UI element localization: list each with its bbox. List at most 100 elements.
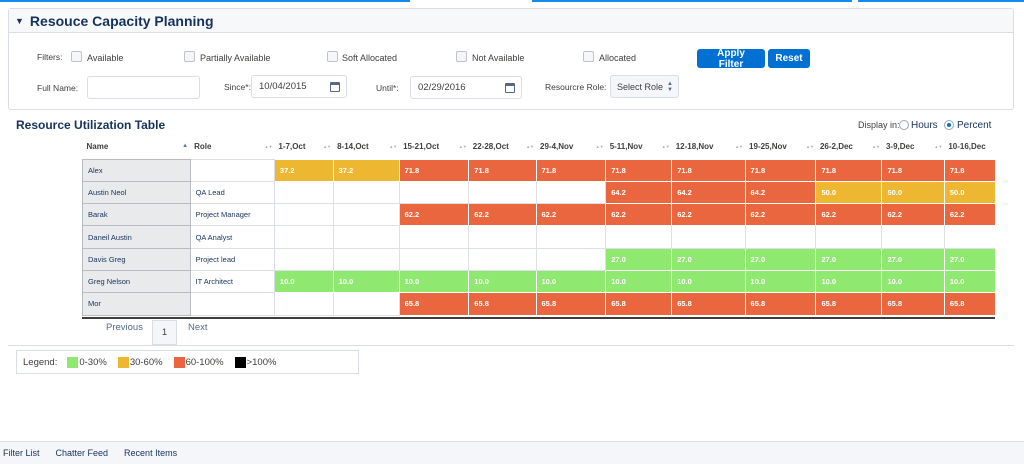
utilization-cell: 71.8 (398, 158, 470, 182)
column-header[interactable]: 29-4,Nov ▲▼ (536, 135, 606, 159)
column-header[interactable]: 1-7,Oct ▲▼ (274, 135, 334, 159)
sort-icon[interactable]: ▲▼ (661, 144, 670, 149)
utilization-cell: 71.8 (943, 158, 995, 182)
legend-item-label: 60-100% (185, 356, 224, 368)
sort-icon[interactable]: ▲▼ (735, 144, 744, 149)
sort-icon[interactable]: ▲▼ (526, 144, 535, 149)
utilization-cell: 71.8 (881, 158, 945, 182)
utilization-cell: 37.2 (273, 158, 334, 182)
filter-soft-allocated-checkbox[interactable] (327, 51, 338, 62)
filter-not-available-checkbox[interactable] (456, 51, 467, 62)
sort-icon[interactable]: ▲▼ (872, 144, 880, 149)
role-select[interactable]: Select Role ▲ ▼ (610, 75, 679, 98)
hours-radio[interactable] (899, 120, 909, 130)
utilization-cell: 65.8 (398, 292, 470, 316)
sort-icon[interactable]: ▲ (182, 143, 189, 149)
column-header[interactable]: 10-16,Dec▲▼ (944, 135, 995, 159)
column-header[interactable]: 15-21,Oct ▲▼ (399, 135, 469, 159)
utilization-cell: 62.2 (943, 203, 995, 227)
legend-label: Legend: (23, 356, 58, 368)
footer-chatter-feed[interactable]: Chatter Feed (55, 448, 109, 458)
legend-item-label: 30-60% (129, 356, 163, 368)
utilization-cell: 65.8 (815, 292, 883, 316)
full-name-input[interactable] (87, 76, 200, 99)
utilization-cell: 71.8 (605, 158, 673, 182)
legend: Legend: 0-30% 30-60% 60-100% >100% (16, 350, 359, 374)
resource-name-cell[interactable]: Austin Neol (82, 180, 191, 205)
sort-icon[interactable]: ▲▼ (323, 144, 332, 149)
legend-swatch (173, 356, 185, 368)
legend-item: 30-60% (117, 356, 163, 368)
resource-name-cell[interactable]: Davis Greg (82, 247, 191, 271)
column-header[interactable]: 8-14,Oct ▲▼ (333, 135, 400, 159)
top-accent-line (0, 0, 410, 2)
sort-icon[interactable]: ▲▼ (806, 144, 814, 149)
column-header[interactable]: 12-18,Nov ▲▼ (671, 135, 746, 159)
sort-icon[interactable]: ▲▼ (264, 144, 273, 149)
role-cell: Project lead (189, 247, 275, 271)
sort-icon[interactable]: ▲▼ (934, 144, 943, 149)
column-header[interactable]: 26-2,Dec ▲▼ (815, 135, 882, 159)
legend-item: 0-30% (67, 356, 107, 368)
utilization-cell: 10.0 (273, 269, 334, 294)
utilization-cell: 65.8 (535, 292, 607, 316)
calendar-icon[interactable] (505, 83, 515, 93)
since-date-input[interactable]: 10/04/2015 (251, 75, 347, 98)
previous-link[interactable]: Previous (106, 322, 143, 333)
filter-allocated-checkbox[interactable] (583, 51, 594, 62)
table-title: Resource Utilization Table (16, 118, 166, 132)
resource-name-cell[interactable]: Barak (82, 203, 191, 227)
reset-button[interactable]: Reset (768, 49, 810, 68)
sort-icon[interactable]: ▲▼ (389, 144, 398, 149)
utilization-cell: 64.2 (605, 180, 673, 205)
column-header-label: 3-9,Dec (885, 142, 915, 152)
apply-filter-button[interactable]: Apply Filter (697, 48, 765, 70)
legend-item: >100% (234, 356, 276, 368)
sort-icon[interactable]: ▲▼ (458, 144, 467, 149)
utilization-cell (943, 225, 995, 249)
panel-header[interactable]: ▼ Resouce Capacity Planning (9, 9, 1013, 33)
footer-filter-list[interactable]: Filter List (3, 448, 40, 458)
utilization-table: Name ▲ Role ▲▼ 1-7,Oct ▲▼ 8-14,Oct ▲▼ 15-21,Oct ▲… (82, 135, 995, 316)
utilization-cell: 62.2 (398, 203, 470, 227)
column-header[interactable]: 19-25,Nov ▲▼ (745, 135, 816, 159)
utilization-cell: 50.0 (881, 180, 945, 205)
sort-icon[interactable]: ▲▼ (595, 144, 604, 149)
role-cell (189, 158, 275, 182)
utilization-cell: 10.0 (881, 269, 945, 294)
until-date-input[interactable]: 02/29/2016 (410, 76, 522, 99)
next-link[interactable]: Next (188, 322, 208, 333)
footer-recent-items[interactable]: Recent Items (124, 448, 178, 458)
filter-partially-available-checkbox[interactable] (184, 51, 195, 62)
column-header-label: 10-16,Dec (948, 142, 986, 152)
resource-name-cell[interactable]: Mor (82, 292, 191, 316)
column-header[interactable]: 22-28,Oct ▲▼ (468, 135, 537, 159)
legend-item-label: 0-30% (79, 356, 107, 368)
filter-available-label: Available (87, 53, 124, 63)
resource-name-cell[interactable]: Daneil Austin (82, 225, 191, 249)
top-accent-line (532, 0, 852, 2)
utilization-cell: 71.8 (744, 158, 817, 182)
column-header[interactable]: Role ▲▼ (190, 135, 275, 159)
column-header[interactable]: Name ▲ (82, 135, 191, 159)
caret-down-icon[interactable]: ▼ (15, 15, 24, 26)
role-select-value: Select Role (617, 81, 664, 92)
utility-bar: Filter List Chatter Feed Recent Items (0, 441, 1024, 464)
role-cell: IT Architect (189, 269, 275, 294)
legend-swatch (234, 356, 246, 368)
table-row: Barak Project Manager 62.2 62.2 62.2 62.2 62.2… (82, 203, 995, 227)
utilization-cell: 10.0 (943, 269, 995, 294)
column-header[interactable]: 3-9,Dec ▲▼ (881, 135, 945, 159)
filter-available-checkbox[interactable] (71, 51, 82, 62)
utilization-cell (332, 292, 400, 316)
percent-radio[interactable] (944, 120, 954, 130)
page-number-button[interactable]: 1 (152, 320, 177, 345)
resource-name-cell[interactable]: Alex (82, 158, 191, 182)
column-header[interactable]: 5-11,Nov ▲▼ (605, 135, 672, 159)
select-arrows-icon: ▲ ▼ (667, 81, 673, 93)
resource-name-cell[interactable]: Greg Nelson (82, 269, 191, 294)
calendar-icon[interactable] (330, 82, 340, 92)
legend-swatch (117, 356, 129, 368)
percent-radio-label: Percent (957, 120, 992, 131)
utilization-cell: 10.0 (671, 269, 746, 294)
